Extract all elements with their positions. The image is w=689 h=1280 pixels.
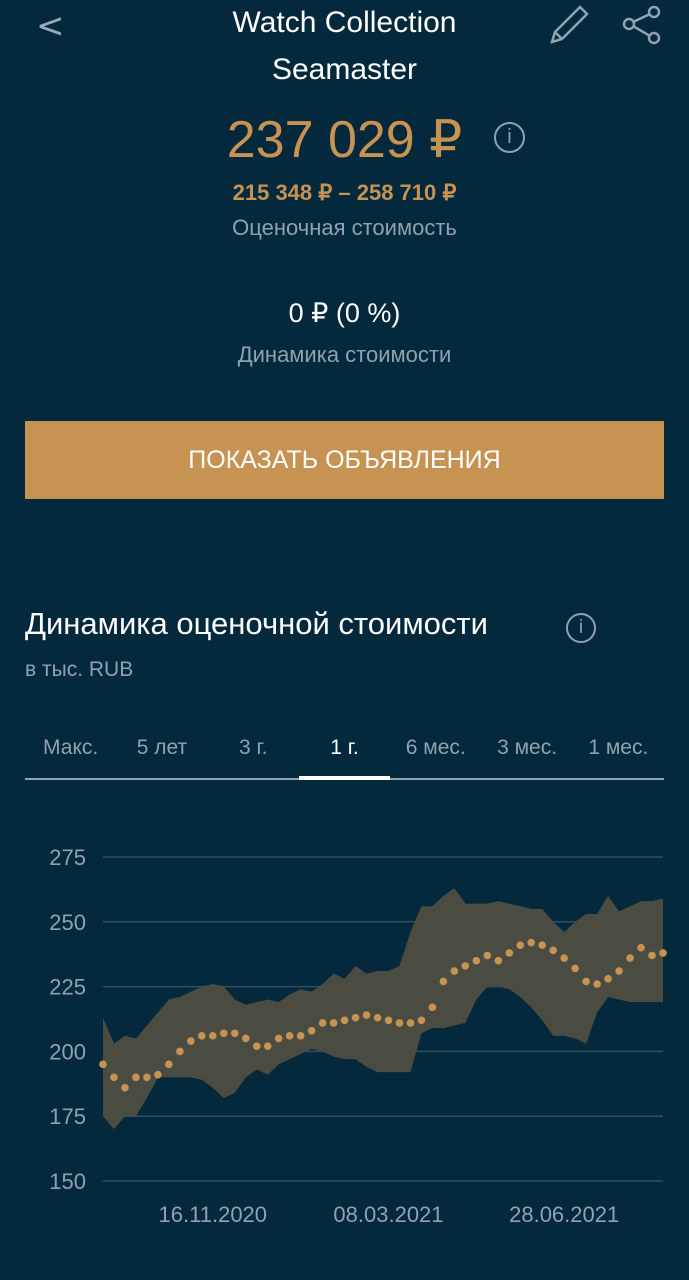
data-point (187, 1037, 195, 1045)
data-point (132, 1073, 140, 1082)
data-point (538, 941, 547, 949)
data-point (406, 1019, 415, 1027)
data-point (329, 1019, 338, 1027)
data-point (571, 964, 579, 973)
data-point (285, 1032, 294, 1040)
confidence-band (103, 888, 663, 1130)
data-point (121, 1083, 129, 1092)
data-point (373, 1013, 382, 1022)
data-point (560, 954, 568, 962)
data-point (439, 977, 448, 986)
price-dynamics: 0 ₽ (0 %) (288, 298, 401, 328)
x-tick-label: 16.11.2020 (159, 1202, 267, 1227)
data-point (351, 1013, 360, 1022)
data-point (230, 1029, 239, 1038)
y-tick-label: 225 (49, 975, 86, 1000)
tab-4[interactable]: 6 мес. (405, 736, 466, 759)
data-point (99, 1060, 107, 1069)
data-point (527, 938, 536, 947)
data-point (549, 946, 557, 955)
data-point (659, 949, 667, 957)
data-point (198, 1032, 206, 1040)
data-point (461, 962, 470, 970)
x-tick-label: 08.03.2021 (333, 1202, 443, 1227)
estimated-price: 237 029 ₽ (226, 111, 463, 169)
data-point (241, 1034, 250, 1043)
y-tick-label: 250 (49, 910, 86, 935)
data-point (296, 1032, 305, 1040)
price-range: 215 348 ₽ – 258 710 ₽ (232, 180, 457, 205)
data-point (615, 967, 623, 975)
data-point (417, 1016, 426, 1025)
data-point (604, 975, 612, 983)
x-tick-label: 28.06.2021 (509, 1202, 619, 1227)
y-tick-label: 150 (49, 1169, 86, 1194)
data-point (165, 1060, 173, 1069)
share-icon[interactable] (620, 4, 664, 46)
section-title: Динамика оценочной стоимости (25, 606, 488, 641)
value-chart: 275 250 225 200 175 150 16.11.2020 08.03.2021 28… (49, 845, 667, 1227)
data-point (428, 1003, 437, 1012)
data-point (637, 943, 645, 952)
data-point (209, 1032, 217, 1040)
data-point (494, 956, 503, 965)
data-point (483, 951, 492, 960)
data-point (176, 1047, 184, 1056)
tab-5[interactable]: 3 мес. (497, 736, 558, 759)
data-point (143, 1073, 151, 1082)
data-point (582, 977, 590, 986)
data-point (384, 1016, 393, 1025)
y-tick-label: 175 (49, 1104, 86, 1129)
y-tick-label: 200 (49, 1039, 86, 1064)
data-point (307, 1026, 316, 1035)
tab-2[interactable]: 3 г. (238, 736, 268, 759)
data-point (395, 1019, 404, 1027)
data-point (516, 941, 525, 949)
data-point (648, 951, 656, 960)
tab-6[interactable]: 1 мес. (588, 736, 649, 759)
show-ads-button[interactable]: ПОКАЗАТЬ ОБЪЯВЛЕНИЯ (25, 421, 664, 499)
data-point (626, 954, 634, 962)
data-point (219, 1029, 228, 1038)
model-name: Seamaster (271, 53, 418, 86)
data-point (472, 956, 481, 965)
price-label: Оценочная стоимость (232, 215, 457, 240)
data-point (505, 949, 514, 957)
dynamics-label: Динамика стоимости (237, 342, 452, 367)
tab-0[interactable]: Макс. (43, 736, 99, 759)
app-header: < Watch Collection (0, 0, 689, 50)
data-point (154, 1070, 162, 1079)
data-point (362, 1011, 371, 1019)
data-point (110, 1073, 118, 1082)
data-point (252, 1042, 261, 1051)
data-point (450, 967, 459, 975)
data-point (340, 1016, 349, 1025)
period-tabs: Макс. 5 лет 3 г. 1 г. 6 мес. 3 мес. 1 мес. (25, 720, 664, 780)
tab-3[interactable]: 1 г. (298, 720, 391, 780)
tab-1[interactable]: 5 лет (136, 736, 188, 759)
data-point (274, 1034, 283, 1043)
data-point (593, 980, 601, 988)
chevron-left-icon[interactable]: < (36, 6, 65, 46)
info-icon[interactable]: i (494, 122, 525, 153)
pencil-icon[interactable] (546, 4, 590, 46)
data-point (318, 1019, 327, 1027)
unit-label: в тыс. RUB (25, 658, 134, 681)
page-title: Watch Collection (232, 6, 457, 39)
info-icon[interactable]: i (566, 613, 596, 643)
data-point (263, 1042, 272, 1051)
y-tick-label: 275 (49, 845, 86, 870)
